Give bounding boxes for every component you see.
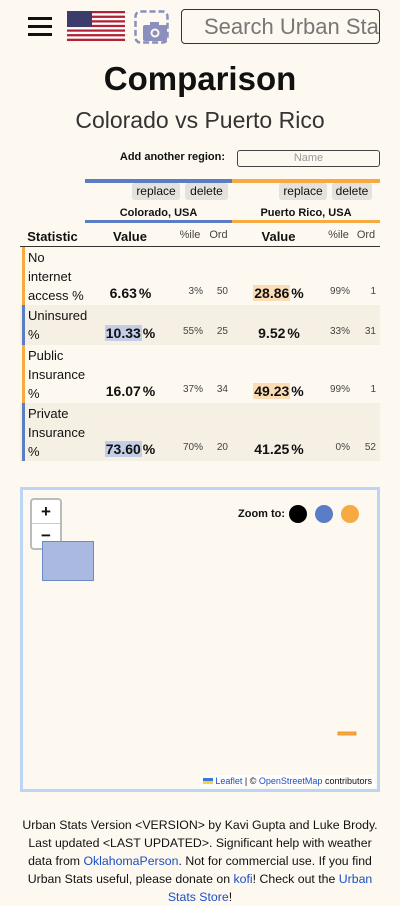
attribution-text: contributors — [324, 776, 372, 786]
value: 73.60 — [104, 441, 142, 457]
flag[interactable] — [67, 11, 125, 41]
title: Comparison — [103, 60, 297, 97]
ordinal: 25 — [216, 326, 228, 337]
region-bar — [232, 179, 380, 183]
column-header: Statistic — [27, 229, 78, 244]
region-bar — [85, 220, 232, 223]
delete-button[interactable]: delete — [185, 183, 228, 200]
value-unit: % — [142, 441, 156, 457]
add-region-input[interactable]: Name — [237, 150, 380, 167]
ordinal: 50 — [216, 286, 228, 297]
subtitle: Colorado vs Puerto Rico — [75, 107, 325, 133]
value-unit: % — [291, 285, 304, 301]
region-name: Puerto Rico, USA — [260, 207, 352, 219]
percentile: 3% — [188, 286, 203, 297]
value-unit: % — [138, 285, 152, 301]
percentile: 99% — [329, 286, 350, 297]
value: 16.07 — [105, 383, 141, 399]
column-header: %ile — [328, 229, 349, 241]
value-cell: 28.86% — [232, 247, 325, 305]
puerto-rico-shape[interactable] — [336, 730, 360, 738]
menu-icon[interactable] — [28, 17, 53, 37]
value-cell: 73.60% — [85, 403, 175, 461]
zoom-region[interactable] — [341, 505, 359, 523]
statistic-name[interactable]: Public Insurance % — [28, 348, 86, 401]
percentile: 37% — [182, 384, 203, 395]
statistic-name[interactable]: Uninsured % — [28, 308, 88, 342]
column-header: Ord — [356, 229, 376, 241]
region-bar — [85, 179, 232, 183]
value-unit: % — [142, 383, 156, 399]
footer: Urban Stats Version <VERSION> by Kavi Gu… — [22, 816, 378, 906]
value: 41.25 — [254, 441, 290, 457]
row-accent — [22, 403, 25, 461]
value-cell: 9.52% — [232, 305, 325, 345]
ordinal: 1 — [370, 286, 376, 297]
value-cell: 16.07% — [85, 345, 175, 403]
add-region-label: Add another region: — [119, 151, 225, 163]
value-unit: % — [291, 441, 304, 457]
value: 28.86 — [253, 285, 291, 301]
percentile: 0% — [335, 442, 350, 453]
value: 9.52 — [258, 325, 286, 341]
zoom-to-label: Zoom to: — [238, 508, 286, 520]
percentile: 55% — [182, 326, 203, 337]
ordinal: 31 — [364, 326, 376, 337]
value-cell: 6.63% — [85, 247, 175, 305]
row-accent — [22, 247, 25, 305]
value-cell: 10.33% — [85, 305, 175, 345]
attribution-sep: | © — [244, 776, 257, 786]
attribution: Leaflet | © OpenStreetMap contributors — [199, 775, 375, 787]
statistic-name[interactable]: No internet access % — [28, 250, 84, 303]
row-background — [20, 305, 380, 345]
percentile: 33% — [329, 326, 350, 337]
ordinal: 1 — [370, 384, 376, 395]
replace-button[interactable]: replace — [132, 183, 180, 200]
region-bar — [232, 220, 380, 223]
footer-text: . Not for commercial use. If you find Ur… — [27, 854, 372, 886]
value-cell: 41.25% — [232, 403, 325, 461]
column-header: Value — [261, 229, 296, 244]
footer-text: Urban Stats Version <VERSION> by Kavi Gu… — [22, 818, 378, 868]
zoom-all[interactable] — [289, 505, 307, 523]
zoom-in[interactable]: + — [32, 500, 60, 524]
column-header: %ile — [179, 229, 201, 241]
region-name: Colorado, USA — [119, 207, 198, 219]
zoom-out[interactable]: − — [41, 526, 51, 545]
value-unit: % — [142, 325, 156, 341]
search-placeholder: Search Urban Stats — [204, 14, 380, 39]
percentile: 99% — [329, 384, 350, 395]
zoom-region[interactable] — [315, 505, 333, 523]
footer-link[interactable]: OklahomaPerson — [83, 854, 179, 868]
value: 10.33 — [104, 325, 142, 341]
value-unit: % — [291, 383, 304, 399]
ordinal: 52 — [364, 442, 376, 453]
leaflet-link[interactable]: Leaflet — [215, 776, 243, 786]
osm-link[interactable]: OpenStreetMap — [258, 776, 323, 786]
value-cell: 49.23% — [232, 345, 325, 403]
percentile: 70% — [182, 442, 203, 453]
colorado-shape[interactable] — [42, 541, 94, 581]
footer-text: ! — [228, 890, 233, 904]
row-accent — [22, 345, 25, 403]
ordinal: 20 — [216, 442, 228, 453]
row-background — [20, 403, 380, 461]
delete-button[interactable]: delete — [332, 183, 372, 200]
replace-button[interactable]: replace — [279, 183, 327, 200]
table-rule — [20, 246, 380, 247]
value: 6.63 — [109, 285, 137, 301]
statistic-name[interactable]: Private Insurance % — [28, 406, 86, 459]
value: 49.23 — [253, 383, 291, 399]
map: + − Zoom to: Leaflet | © OpenStreetMap c… — [20, 487, 380, 792]
search-box[interactable]: Search Urban Stats — [181, 9, 380, 44]
screenshot-button[interactable] — [134, 10, 169, 44]
footer-link[interactable]: kofi — [233, 872, 253, 886]
row-accent — [22, 305, 25, 345]
footer-text: ! Check out the — [252, 872, 339, 886]
column-header: Ord — [209, 229, 228, 241]
ordinal: 34 — [216, 384, 228, 395]
value-unit: % — [287, 325, 300, 341]
column-header: Value — [113, 229, 147, 244]
